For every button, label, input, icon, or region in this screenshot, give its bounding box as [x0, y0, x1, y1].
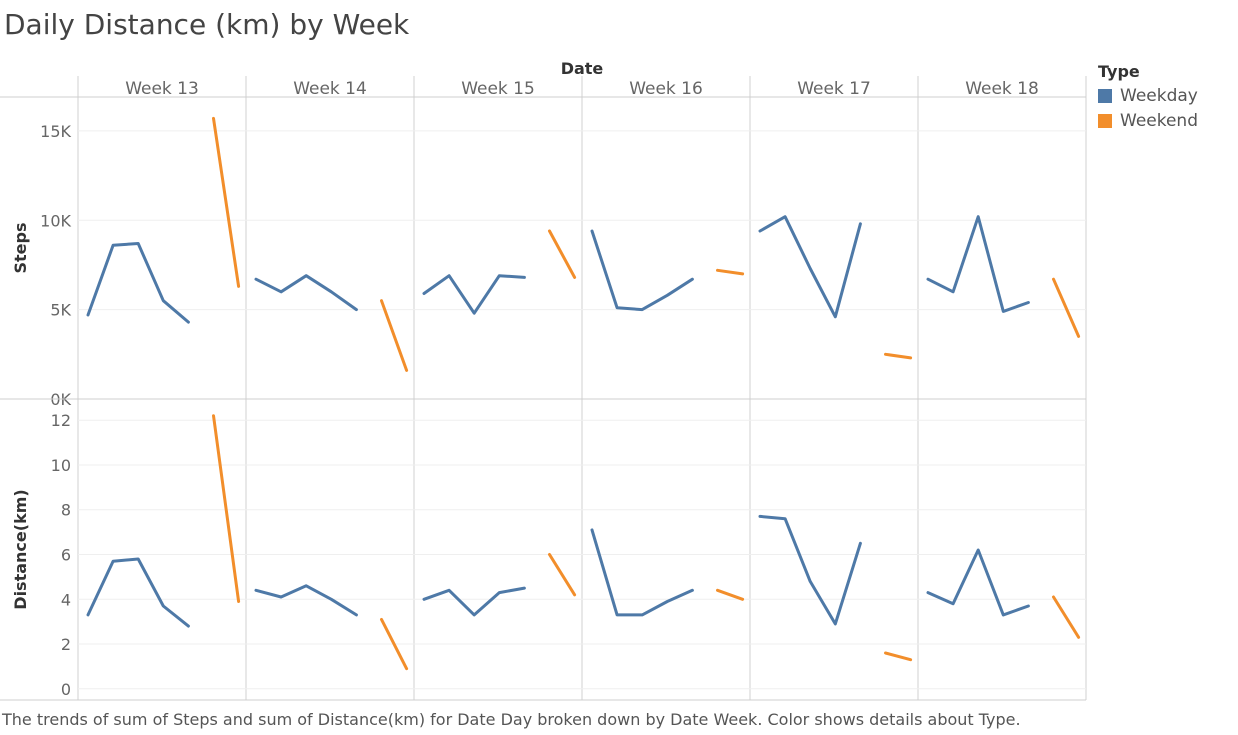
- y-tick-label: 10K: [40, 211, 71, 230]
- series-line-weekday: [254, 274, 358, 312]
- week-header: Week 16: [629, 79, 703, 99]
- series-line-weekday: [590, 528, 694, 617]
- series-line-weekend: [1052, 277, 1081, 338]
- series-line-weekday: [758, 215, 862, 319]
- series-line-weekday: [758, 514, 862, 626]
- series-line-weekend: [548, 553, 577, 597]
- y-tick-label: 0: [61, 680, 71, 699]
- week-header: Week 17: [797, 79, 871, 99]
- y-tick-label: 12: [51, 411, 71, 430]
- series-line-weekday: [86, 242, 190, 324]
- legend: Type Weekday Weekend: [1098, 62, 1198, 133]
- column-header: Date: [561, 59, 604, 78]
- y-tick-label: 4: [61, 590, 71, 609]
- y-tick-label: 8: [61, 501, 71, 520]
- week-header: Week 15: [461, 79, 535, 99]
- series-line-weekday: [590, 229, 694, 312]
- series-line-weekend: [212, 414, 241, 603]
- legend-item-weekend[interactable]: Weekend: [1098, 108, 1198, 133]
- y-axis-label: Steps: [11, 223, 30, 274]
- chart-caption: The trends of sum of Steps and sum of Di…: [2, 710, 1021, 729]
- series-line-weekend: [380, 617, 409, 671]
- legend-label-weekday: Weekday: [1120, 85, 1198, 106]
- y-tick-label: 5K: [50, 301, 71, 320]
- series-line-weekday: [926, 548, 1030, 617]
- series-line-weekend: [884, 651, 913, 662]
- series-line-weekday: [926, 215, 1030, 313]
- legend-item-weekday[interactable]: Weekday: [1098, 83, 1198, 108]
- series-line-weekend: [884, 352, 913, 360]
- series-line-weekday: [422, 586, 526, 617]
- legend-swatch-weekday: [1098, 88, 1112, 103]
- y-tick-label: 15K: [40, 122, 71, 141]
- series-line-weekend: [380, 299, 409, 372]
- week-header: Week 13: [125, 79, 199, 99]
- y-axis-label: Distance(km): [11, 489, 30, 609]
- week-header: Week 18: [965, 79, 1039, 99]
- series-line-weekend: [716, 588, 745, 601]
- week-header: Week 14: [293, 79, 367, 99]
- legend-title: Type: [1098, 62, 1140, 81]
- y-tick-label: 2: [61, 635, 71, 654]
- series-line-weekday: [422, 274, 526, 315]
- series-line-weekday: [86, 557, 190, 628]
- series-line-weekend: [548, 229, 577, 279]
- legend-swatch-weekend: [1098, 113, 1112, 128]
- y-tick-label: 6: [61, 546, 71, 565]
- series-line-weekend: [1052, 595, 1081, 639]
- y-tick-label: 10: [51, 456, 71, 475]
- legend-label-weekend: Weekend: [1120, 110, 1198, 131]
- chart-title: Daily Distance (km) by Week: [4, 8, 410, 41]
- series-line-weekday: [254, 584, 358, 617]
- series-line-weekend: [212, 116, 241, 288]
- series-line-weekend: [716, 268, 745, 276]
